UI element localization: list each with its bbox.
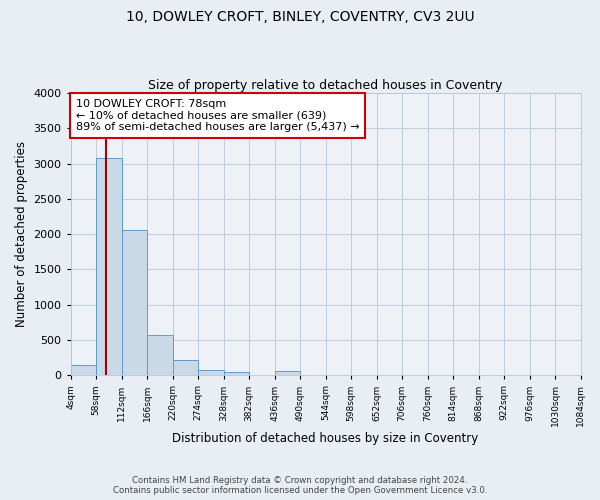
Title: Size of property relative to detached houses in Coventry: Size of property relative to detached ho… <box>148 79 503 92</box>
Text: 10, DOWLEY CROFT, BINLEY, COVENTRY, CV3 2UU: 10, DOWLEY CROFT, BINLEY, COVENTRY, CV3 … <box>125 10 475 24</box>
Y-axis label: Number of detached properties: Number of detached properties <box>15 141 28 327</box>
Bar <box>198 370 224 376</box>
Bar <box>96 158 122 376</box>
Bar <box>71 364 96 376</box>
Bar <box>147 336 173 376</box>
Bar <box>224 372 249 376</box>
Bar <box>122 230 147 376</box>
X-axis label: Distribution of detached houses by size in Coventry: Distribution of detached houses by size … <box>172 432 479 445</box>
Bar <box>275 372 300 376</box>
Text: Contains HM Land Registry data © Crown copyright and database right 2024.
Contai: Contains HM Land Registry data © Crown c… <box>113 476 487 495</box>
Bar <box>173 360 198 376</box>
Text: 10 DOWLEY CROFT: 78sqm
← 10% of detached houses are smaller (639)
89% of semi-de: 10 DOWLEY CROFT: 78sqm ← 10% of detached… <box>76 99 359 132</box>
